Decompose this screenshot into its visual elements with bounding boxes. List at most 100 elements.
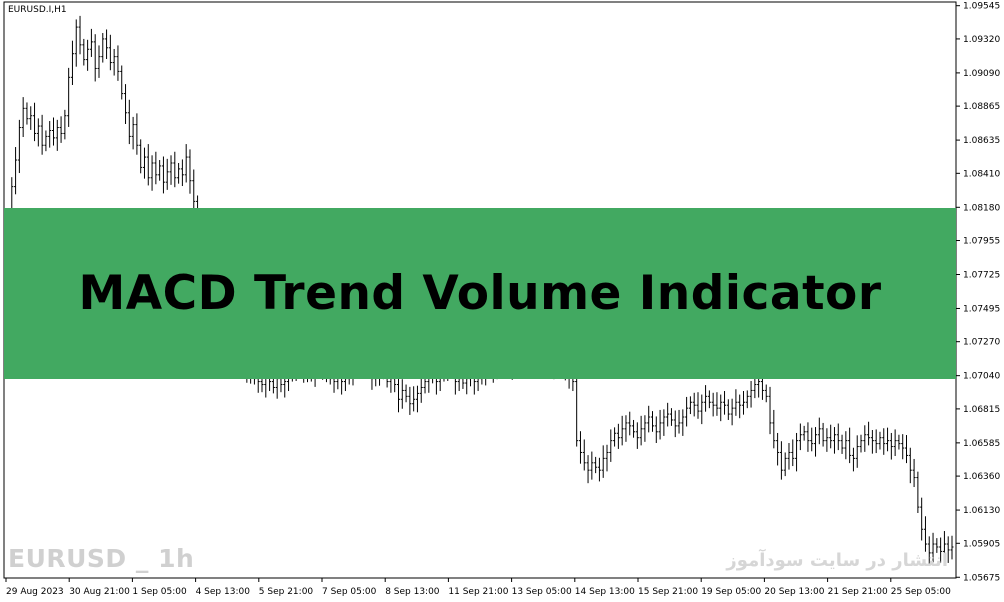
ohlc-bar [851, 447, 855, 472]
ohlc-bar [70, 40, 74, 86]
ohlc-bar [59, 116, 63, 143]
ohlc-bar [605, 444, 609, 472]
ohlc-bar [582, 439, 586, 471]
ohlc-bar [882, 428, 886, 455]
ohlc-bar [844, 431, 848, 460]
x-tick-label: 1 Sep 05:00 [132, 587, 187, 597]
ohlc-bar [165, 158, 169, 190]
ohlc-bar [415, 385, 419, 413]
ohlc-bar [779, 441, 783, 480]
x-tick-label: 19 Sep 05:00 [701, 587, 761, 597]
banner-title: MACD Trend Volume Indicator [78, 266, 882, 321]
ohlc-bar [867, 421, 871, 446]
ohlc-bar [647, 405, 651, 433]
ohlc-bar [723, 391, 727, 415]
ohlc-bar [669, 408, 673, 426]
ohlc-bar [127, 99, 131, 145]
y-tick-label: 1.06130 [963, 506, 1000, 516]
ohlc-bar [855, 435, 859, 468]
ohlc-bar [396, 376, 400, 413]
ohlc-bar [726, 399, 730, 420]
ohlc-bar [616, 423, 620, 449]
ohlc-bar [897, 434, 901, 450]
ohlc-bar [177, 162, 181, 184]
ohlc-bar [776, 432, 780, 466]
ohlc-bar [150, 155, 154, 191]
ohlc-bar [55, 119, 59, 151]
ohlc-bar [692, 392, 696, 417]
x-tick-label: 14 Sep 13:00 [575, 587, 635, 597]
ohlc-bar [180, 159, 184, 187]
ohlc-bar [848, 427, 852, 464]
ohlc-bar [601, 445, 605, 478]
ohlc-bar [730, 398, 734, 426]
ohlc-bar [632, 419, 636, 438]
ohlc-bar [36, 118, 40, 147]
ohlc-bar [814, 427, 818, 457]
y-tick-label: 1.07270 [963, 338, 1000, 348]
symbol-label: EURUSD.I,H1 [8, 5, 67, 15]
ohlc-bar [817, 417, 821, 445]
ohlc-bar [63, 109, 67, 140]
ohlc-bar [935, 538, 939, 553]
ohlc-bar [939, 537, 943, 563]
ohlc-bar [791, 439, 795, 467]
ohlc-bar [586, 455, 590, 484]
ohlc-bar [116, 45, 120, 81]
ohlc-bar [135, 113, 139, 155]
ohlc-bar [74, 19, 78, 67]
ohlc-bar [685, 396, 689, 427]
y-tick-label: 1.05905 [963, 539, 1000, 549]
ohlc-bar [836, 423, 840, 451]
ohlc-bar [666, 402, 670, 427]
ohlc-bar [886, 427, 890, 452]
ohlc-bar [715, 392, 719, 416]
x-tick-label: 15 Sep 21:00 [638, 587, 698, 597]
x-tick-label: 21 Sep 21:00 [828, 587, 888, 597]
x-tick-label: 13 Sep 05:00 [512, 587, 572, 597]
ohlc-bar [184, 144, 188, 183]
ohlc-bar [173, 151, 177, 188]
ohlc-bar [832, 427, 836, 454]
symbol-watermark: EURUSD _ 1h [8, 544, 195, 573]
ohlc-bar [673, 410, 677, 438]
ohlc-bar [734, 389, 738, 416]
x-tick-label: 8 Sep 13:00 [385, 587, 440, 597]
ohlc-bar [108, 34, 112, 71]
x-tick-label: 30 Aug 21:00 [69, 587, 130, 597]
ohlc-bar [795, 432, 799, 472]
ohlc-bar [594, 456, 598, 474]
ohlc-bar [802, 425, 806, 441]
x-tick-label: 7 Sep 05:00 [322, 587, 377, 597]
ohlc-bar [158, 160, 162, 181]
y-tick-label: 1.09320 [963, 35, 1000, 45]
ohlc-bar [950, 535, 954, 560]
ohlc-bar [677, 409, 681, 434]
ohlc-bar [829, 424, 833, 449]
ohlc-bar [578, 431, 582, 464]
ohlc-bar [681, 409, 685, 436]
ohlc-bar [161, 156, 165, 194]
ohlc-bar [920, 497, 924, 541]
y-tick-label: 1.09545 [963, 2, 1000, 12]
ohlc-bar [893, 429, 897, 457]
ohlc-bar [93, 34, 97, 82]
ohlc-bar [870, 430, 874, 454]
ohlc-bar [783, 452, 787, 477]
ohlc-bar [21, 97, 25, 137]
ohlc-bar [942, 531, 946, 560]
ohlc-bar [192, 169, 196, 211]
ohlc-bar [112, 48, 116, 76]
ohlc-bar [916, 471, 920, 514]
ohlc-bar [89, 28, 93, 57]
ohlc-bar [82, 38, 86, 66]
ohlc-bar [105, 29, 109, 60]
ohlc-bar [658, 409, 662, 440]
ohlc-bar [188, 149, 192, 194]
x-axis: 29 Aug 2023 30 Aug 21:00 1 Sep 05:00 4 Sep … [5, 578, 951, 597]
x-tick-label: 5 Sep 21:00 [259, 587, 314, 597]
ohlc-bar [821, 422, 825, 447]
ohlc-bar [40, 114, 44, 155]
ohlc-bar [404, 384, 408, 403]
